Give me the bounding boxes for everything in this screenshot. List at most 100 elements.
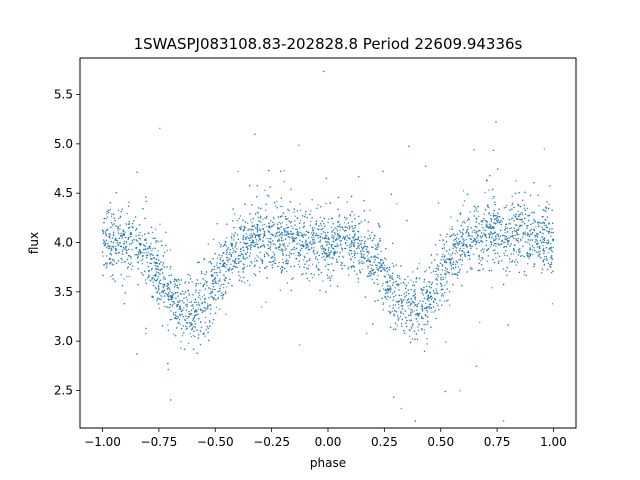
data-point (113, 259, 115, 261)
data-point (212, 298, 215, 301)
data-point (240, 248, 242, 250)
data-point (466, 219, 469, 221)
data-point (292, 239, 294, 242)
data-point (226, 251, 228, 254)
data-point (513, 253, 515, 255)
data-point (518, 233, 520, 236)
data-point (103, 217, 106, 220)
data-point (202, 310, 204, 312)
data-point (152, 248, 154, 250)
data-point (493, 222, 495, 224)
data-point (296, 243, 298, 245)
data-point (308, 264, 310, 266)
data-point (309, 224, 311, 227)
data-point (421, 317, 423, 319)
data-point (477, 269, 480, 272)
data-point (274, 247, 277, 249)
data-point (154, 247, 156, 249)
data-point (214, 280, 217, 282)
data-point (411, 309, 413, 311)
data-point (388, 288, 390, 290)
data-point (408, 329, 411, 331)
data-point (204, 273, 206, 275)
data-point (445, 273, 448, 275)
data-point (106, 213, 108, 215)
data-point (324, 248, 327, 251)
data-point (410, 279, 412, 281)
data-point (165, 244, 167, 247)
data-point (145, 256, 148, 259)
data-point (312, 229, 314, 231)
data-point (123, 240, 126, 243)
data-point (430, 287, 432, 289)
data-point (177, 316, 180, 318)
data-point (330, 285, 332, 287)
data-point (400, 282, 402, 284)
data-point (523, 271, 526, 273)
data-point (358, 223, 360, 225)
data-point (337, 221, 339, 223)
data-point (286, 232, 288, 234)
data-point (301, 241, 303, 243)
data-point (114, 280, 116, 282)
data-point (222, 259, 224, 262)
data-point (286, 227, 288, 229)
data-point (206, 284, 208, 287)
data-point (243, 225, 246, 228)
data-point (397, 276, 399, 279)
data-point (394, 322, 397, 324)
data-point (285, 248, 287, 250)
data-point (495, 243, 497, 245)
data-point (388, 285, 390, 287)
data-point (506, 255, 509, 257)
data-point (329, 256, 331, 259)
data-point (513, 249, 515, 251)
data-point (455, 237, 458, 239)
data-point (176, 317, 178, 320)
data-point (186, 299, 188, 301)
data-point (324, 237, 326, 240)
data-point (423, 281, 425, 283)
data-point (159, 282, 162, 285)
data-point (444, 277, 446, 279)
data-point (216, 223, 218, 225)
data-point (293, 252, 295, 255)
data-point (112, 247, 114, 249)
data-point (377, 253, 379, 255)
data-point (409, 319, 411, 321)
data-point (240, 280, 243, 282)
data-point (169, 288, 171, 290)
data-point (218, 254, 220, 256)
data-point (415, 277, 418, 279)
data-point (468, 235, 470, 237)
data-point (481, 257, 483, 259)
data-point (528, 243, 531, 246)
data-point (496, 217, 498, 219)
data-point (498, 260, 500, 263)
data-point (459, 232, 462, 234)
data-point (191, 328, 193, 331)
data-point (131, 249, 133, 251)
data-point (219, 287, 221, 290)
data-point (441, 263, 443, 266)
data-point (474, 238, 477, 241)
data-point (470, 247, 472, 249)
data-point (251, 221, 253, 224)
data-point (157, 265, 159, 268)
data-point (179, 283, 181, 286)
data-point (285, 234, 288, 236)
data-point (298, 243, 300, 245)
data-point (436, 279, 438, 281)
data-point (480, 260, 482, 262)
data-point (116, 242, 119, 244)
data-point (495, 234, 498, 236)
data-point (115, 237, 117, 240)
data-point (524, 217, 526, 220)
data-point (110, 241, 113, 243)
data-point (445, 236, 447, 238)
data-point (140, 272, 143, 274)
data-point (201, 311, 203, 313)
data-point (494, 249, 496, 251)
data-point (373, 282, 375, 284)
data-point (232, 208, 234, 210)
